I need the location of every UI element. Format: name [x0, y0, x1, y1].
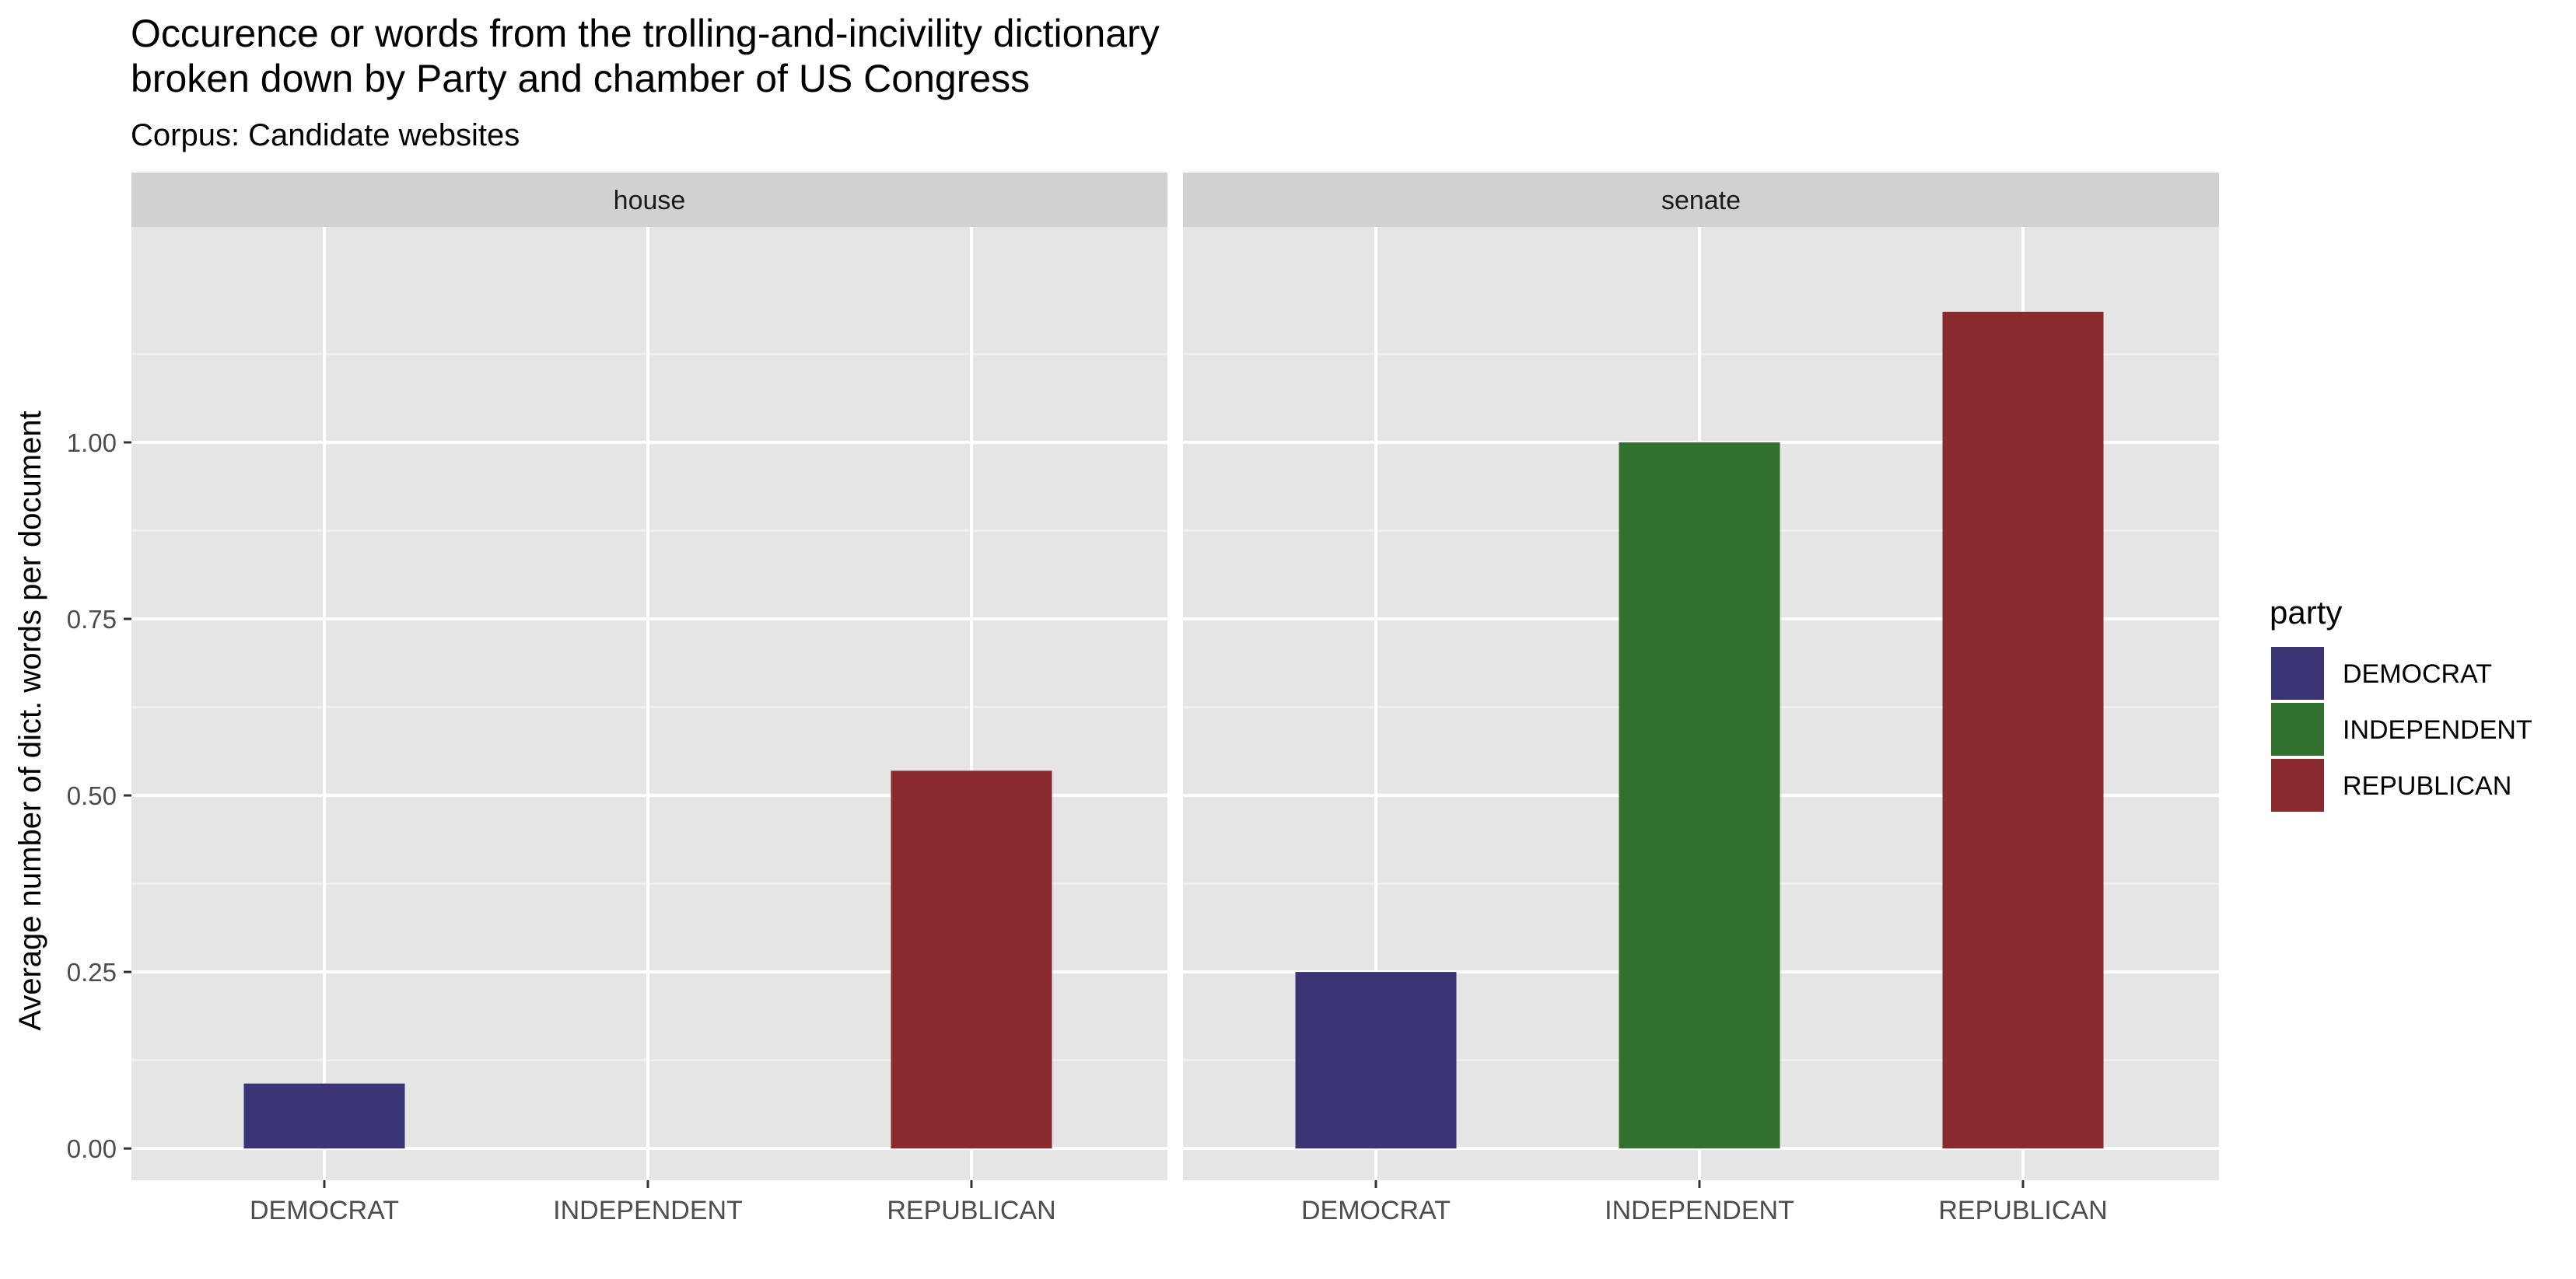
- bar-senate-republican: [1942, 311, 2104, 1149]
- y-tick-label: 0.50: [67, 781, 117, 810]
- x-tick-label: INDEPENDENT: [553, 1196, 743, 1225]
- bar-house-republican: [891, 771, 1052, 1149]
- bar-senate-democrat: [1295, 972, 1457, 1149]
- facet-strip: [1183, 173, 2219, 227]
- facet-label: senate: [1661, 186, 1741, 215]
- x-tick-label: DEMOCRAT: [1301, 1196, 1451, 1225]
- panel-senate: senate DEMOCRAT INDEPENDENT REPUBLICAN: [1183, 173, 2219, 1225]
- chart-title-line-1: Occurence or words from the trolling-and…: [131, 12, 1160, 55]
- legend: party DEMOCRAT INDEPENDENT REPUBLICAN: [2270, 594, 2532, 812]
- legend-item-democrat: DEMOCRAT: [2271, 647, 2492, 700]
- x-tick-label: REPUBLICAN: [1938, 1196, 2107, 1225]
- y-tick-label: 1.00: [67, 428, 117, 457]
- x-tick-label: DEMOCRAT: [250, 1196, 399, 1225]
- chart-title-line-2: broken down by Party and chamber of US C…: [131, 57, 1030, 100]
- legend-title: party: [2270, 594, 2342, 631]
- legend-key: [2271, 703, 2324, 756]
- bar-senate-independent: [1619, 442, 1780, 1149]
- y-axis: 0.00 0.25 0.50 0.75 1.00: [67, 428, 131, 1163]
- y-tick-label: 0.00: [67, 1134, 117, 1163]
- x-tick-label: INDEPENDENT: [1605, 1196, 1794, 1225]
- y-tick-label: 0.75: [67, 605, 117, 634]
- y-tick-label: 0.25: [67, 958, 117, 987]
- facet-strip: [131, 173, 1167, 227]
- x-tick-label: REPUBLICAN: [887, 1196, 1055, 1225]
- panel-house: house DEMOCRAT INDEPENDENT REPUBLICAN: [131, 173, 1167, 1225]
- legend-label: INDEPENDENT: [2343, 715, 2532, 745]
- legend-key: [2271, 759, 2324, 812]
- legend-item-republican: REPUBLICAN: [2271, 759, 2511, 812]
- y-axis-label: Average number of dict. words per docume…: [13, 411, 47, 1030]
- legend-item-independent: INDEPENDENT: [2271, 703, 2532, 756]
- bar-house-democrat: [243, 1083, 405, 1149]
- chart-subtitle: Corpus: Candidate websites: [131, 118, 520, 152]
- legend-label: DEMOCRAT: [2343, 659, 2492, 689]
- legend-label: REPUBLICAN: [2343, 771, 2511, 801]
- legend-key: [2271, 647, 2324, 700]
- facet-label: house: [614, 186, 686, 215]
